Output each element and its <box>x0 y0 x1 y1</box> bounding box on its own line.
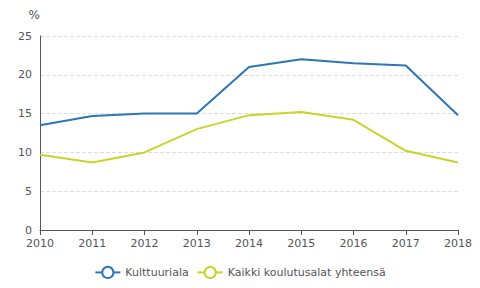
svg-text:20: 20 <box>18 68 32 81</box>
svg-text:2018: 2018 <box>444 237 472 250</box>
svg-text:2017: 2017 <box>392 237 420 250</box>
svg-text:5: 5 <box>25 185 32 198</box>
svg-text:2010: 2010 <box>26 237 54 250</box>
svg-text:2015: 2015 <box>287 237 315 250</box>
svg-text:Kaikki koulutusalat yhteensä: Kaikki koulutusalat yhteensä <box>228 266 386 279</box>
svg-text:2013: 2013 <box>183 237 211 250</box>
svg-text:2014: 2014 <box>235 237 263 250</box>
svg-text:2016: 2016 <box>340 237 368 250</box>
svg-text:25: 25 <box>18 30 32 43</box>
svg-text:2011: 2011 <box>78 237 106 250</box>
svg-text:10: 10 <box>18 146 32 159</box>
svg-text:0: 0 <box>25 224 32 237</box>
svg-text:15: 15 <box>18 107 32 120</box>
svg-text:%: % <box>29 8 40 22</box>
svg-text:2012: 2012 <box>131 237 159 250</box>
svg-text:Kulttuuriala: Kulttuuriala <box>125 266 188 279</box>
